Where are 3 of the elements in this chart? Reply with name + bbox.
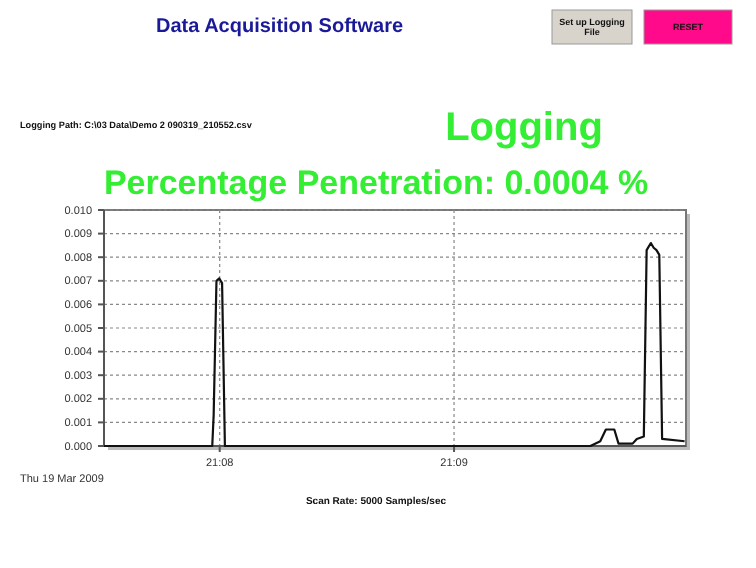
text: Data Acquisition Software — [156, 16, 404, 38]
chart-subtitle: Logging — [445, 106, 603, 150]
chart-title: Percentage Penetration: 0.0004 % — [103, 164, 649, 202]
